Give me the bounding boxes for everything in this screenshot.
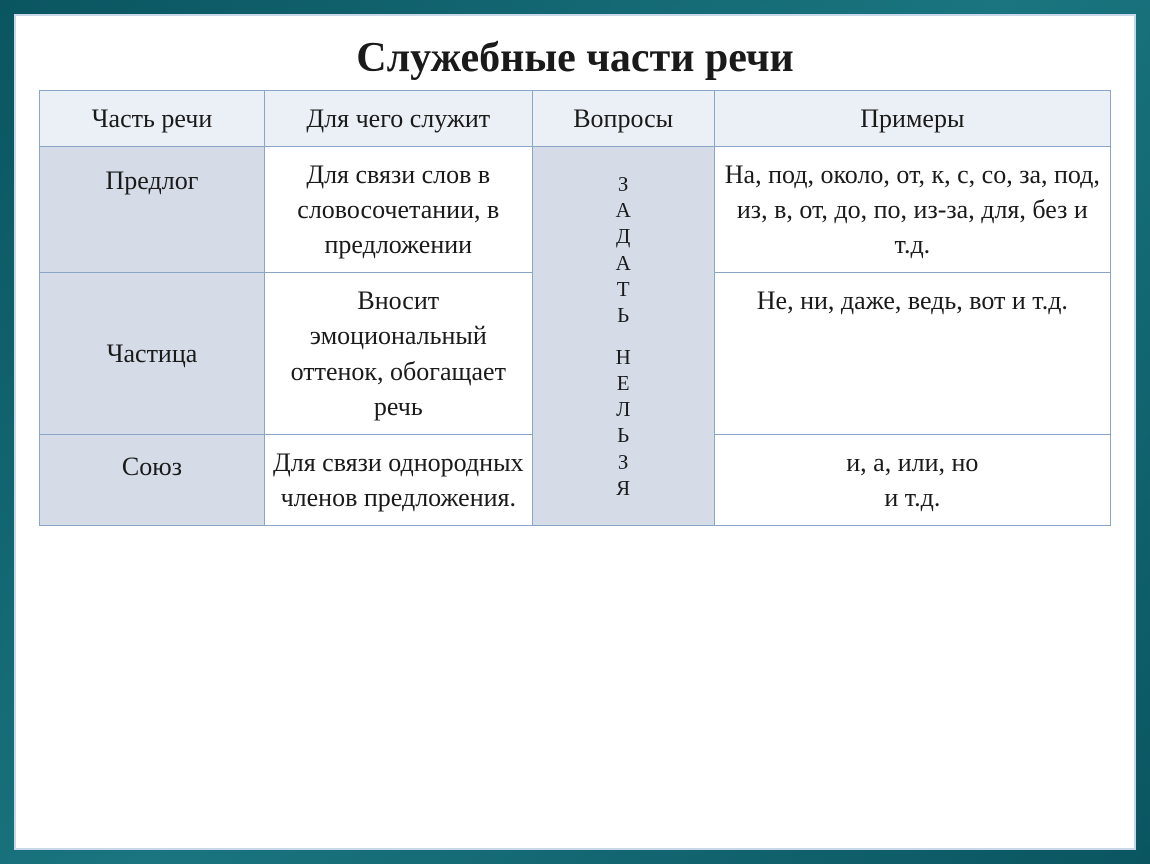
cell-examples: и, а, или, но и т.д. [714, 434, 1110, 525]
vchar: Ь [617, 303, 629, 327]
vchar: А [616, 198, 631, 222]
examples-line: и т.д. [723, 480, 1102, 515]
cell-part: Частица [40, 273, 265, 434]
table-row: Предлог Для связи слов в словосочетании,… [40, 147, 1111, 273]
cell-purpose: Для связи слов в словосочетании, в предл… [264, 147, 532, 273]
cell-examples: Не, ни, даже, ведь, вот и т.д. [714, 273, 1110, 434]
vchar: Ь [617, 423, 629, 447]
vertical-text-block: З А Д А Т Ь Н Е Л Ь З Я [541, 172, 706, 500]
vchar: Н [616, 345, 631, 369]
vchar: Т [617, 277, 630, 301]
page-title: Служебные части речи [16, 34, 1134, 82]
vchar: З [618, 450, 629, 474]
vchar: Д [616, 224, 630, 248]
cell-purpose: Вносит эмоциональный оттенок, обогащает … [264, 273, 532, 434]
header-purpose: Для чего служит [264, 91, 532, 147]
header-part: Часть речи [40, 91, 265, 147]
table-header-row: Часть речи Для чего служит Вопросы Приме… [40, 91, 1111, 147]
cell-questions-merged: З А Д А Т Ь Н Е Л Ь З Я [532, 147, 714, 526]
examples-line: и, а, или, но [723, 445, 1102, 480]
cell-purpose: Для связи однородных членов предложения. [264, 434, 532, 525]
vchar: Л [616, 397, 630, 421]
vchar: Я [616, 476, 630, 500]
vchar: Е [617, 371, 630, 395]
parts-of-speech-table: Часть речи Для чего служит Вопросы Приме… [39, 90, 1111, 526]
header-questions: Вопросы [532, 91, 714, 147]
vchar: З [618, 172, 629, 196]
cell-part: Предлог [40, 147, 265, 273]
cell-examples: На, под, около, от, к, с, со, за, под, и… [714, 147, 1110, 273]
slide: Служебные части речи Часть речи Для чего… [14, 14, 1136, 850]
header-examples: Примеры [714, 91, 1110, 147]
cell-part: Союз [40, 434, 265, 525]
vchar: А [616, 251, 631, 275]
